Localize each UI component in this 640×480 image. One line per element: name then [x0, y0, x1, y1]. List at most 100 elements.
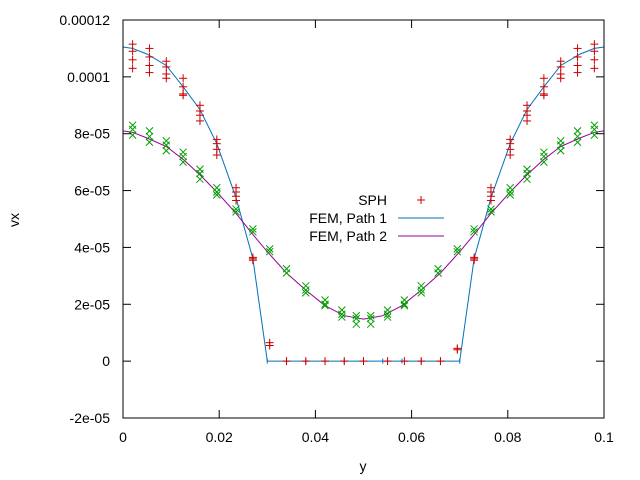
- sph-point: [212, 151, 221, 160]
- cross-point: [453, 247, 462, 256]
- sph-point: [232, 196, 241, 205]
- y-tick-label: 2e-05: [74, 296, 110, 312]
- sph-point: [590, 55, 599, 64]
- cross-point: [162, 146, 171, 155]
- sph-point: [383, 357, 392, 366]
- sph-point: [436, 357, 445, 366]
- sph-point: [195, 116, 204, 125]
- x-tick-label: 0.06: [398, 429, 425, 445]
- cross-point: [338, 313, 346, 321]
- cross-point: [470, 227, 478, 236]
- sph-point: [539, 91, 548, 100]
- cross-point: [453, 244, 462, 253]
- sph-point: [556, 74, 565, 83]
- sph-point: [179, 74, 188, 83]
- cross-point: [162, 141, 171, 149]
- cross-point: [179, 152, 187, 161]
- sph-point: [145, 44, 154, 53]
- y-tick-label: 0: [102, 353, 110, 369]
- cross-point: [590, 131, 599, 139]
- cross-point: [400, 300, 409, 309]
- sph-point: [573, 61, 582, 70]
- legend-label: FEM, Path 2: [309, 228, 387, 244]
- y-tick-label: 4e-05: [74, 239, 110, 255]
- cross-point: [434, 269, 442, 277]
- sph-point: [523, 116, 532, 125]
- cross-point: [265, 247, 274, 256]
- sph-point: [321, 357, 330, 366]
- x-axis: 0 0.02 0.04 0.06 0.08 0.1: [119, 20, 614, 445]
- sph-point: [359, 357, 368, 366]
- cross-point: [523, 175, 531, 184]
- sph-point: [573, 44, 582, 53]
- cross-point: [417, 286, 426, 294]
- cross-point: [417, 289, 426, 297]
- cross-point: [383, 310, 392, 319]
- legend: SPH FEM, Path 1 FEM, Path 2: [309, 192, 444, 244]
- sph-point: [162, 62, 171, 71]
- cross-point: [128, 131, 137, 139]
- plot-frame: [122, 19, 605, 419]
- sph-point: [128, 64, 137, 73]
- cross-point: [301, 286, 310, 294]
- cross-point: [487, 208, 495, 216]
- sph-point: [556, 62, 565, 71]
- series-line-1: [122, 130, 605, 320]
- x-tick-label: 0: [119, 429, 127, 445]
- legend-marker-plus: [417, 196, 425, 204]
- cross-point: [249, 225, 257, 233]
- sph-point: [340, 357, 349, 366]
- cross-point: [366, 311, 375, 320]
- cross-point: [145, 127, 154, 135]
- sph-point: [486, 196, 495, 205]
- sph-point: [573, 68, 582, 77]
- cross-point: [573, 138, 582, 147]
- cross-point: [352, 320, 361, 329]
- cross-point: [366, 314, 375, 323]
- legend-label: FEM, Path 1: [309, 210, 387, 226]
- y-tick-label: 6e-05: [74, 183, 110, 199]
- cross-point: [321, 300, 329, 309]
- sph-point: [573, 52, 582, 61]
- cross-point: [573, 132, 582, 141]
- cross-point: [232, 208, 240, 216]
- cross-point: [212, 188, 221, 196]
- y-tick-label: 0.0001: [67, 69, 110, 85]
- sph-point: [282, 357, 291, 366]
- sph-point: [145, 52, 154, 61]
- cross-point: [282, 269, 291, 277]
- x-axis-label: y: [360, 458, 367, 474]
- x-tick-label: 0.02: [206, 429, 233, 445]
- cross-point: [232, 205, 240, 213]
- sph-point: [145, 61, 154, 70]
- cross-point: [145, 138, 154, 147]
- sph-point: [145, 68, 154, 77]
- cross-point: [506, 190, 515, 199]
- cross-point: [540, 158, 548, 166]
- sph-point: [162, 74, 171, 83]
- sph-point: [179, 91, 188, 100]
- legend-label: SPH: [358, 192, 387, 208]
- plot-area: [122, 40, 605, 366]
- cross-point: [556, 141, 565, 149]
- cross-point: [590, 125, 599, 134]
- cross-point: [523, 169, 531, 178]
- sph-point: [400, 357, 409, 366]
- x-tick-label: 0.1: [594, 429, 614, 445]
- sph-point: [590, 40, 599, 49]
- y-axis-label: vx: [6, 213, 22, 227]
- sph-point: [539, 82, 548, 91]
- sph-point: [128, 47, 137, 56]
- sph-point: [590, 64, 599, 73]
- cross-point: [212, 190, 221, 199]
- x-tick-label: 0.08: [494, 429, 521, 445]
- sph-point: [248, 256, 257, 265]
- sph-point: [265, 341, 274, 350]
- sph-point: [470, 256, 479, 265]
- cross-point: [540, 152, 548, 161]
- cross-point: [352, 311, 361, 320]
- cross-point: [179, 158, 187, 166]
- cross-point: [383, 313, 392, 321]
- sph-point: [128, 40, 137, 49]
